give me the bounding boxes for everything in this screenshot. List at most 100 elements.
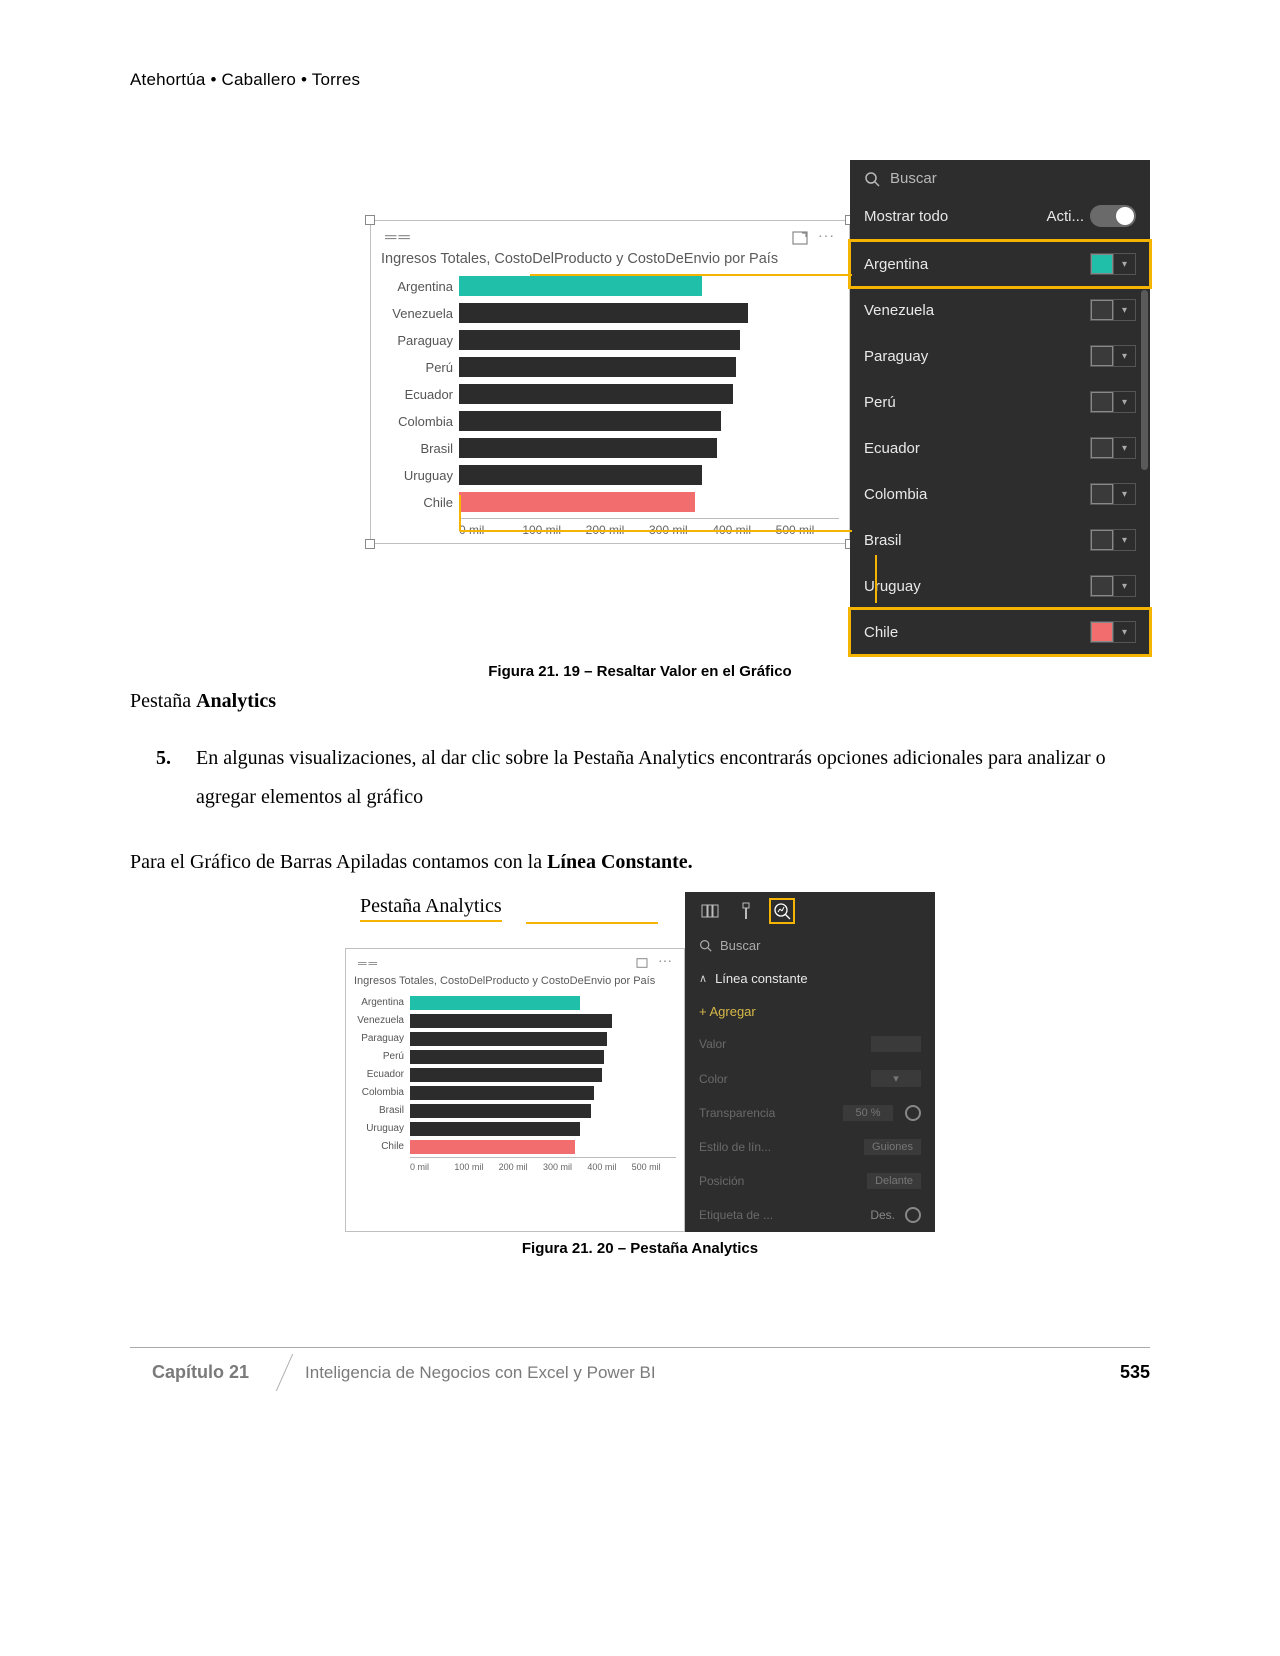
bar-paraguay: Paraguay — [381, 329, 839, 351]
toggle-off-icon[interactable] — [905, 1207, 921, 1223]
bar-fill — [410, 1032, 607, 1046]
panel-scrollbar[interactable] — [1141, 290, 1148, 470]
bar-label: Perú — [381, 360, 459, 375]
color-dropdown[interactable]: ▾ — [1090, 345, 1136, 367]
bar-label: Argentina — [354, 997, 410, 1008]
more-options-icon[interactable]: ··· — [658, 955, 672, 971]
chevron-down-icon: ▾ — [1113, 392, 1135, 412]
bar-ecuador: Ecuador — [354, 1067, 676, 1082]
analytics-option-row: Posición Delante — [685, 1164, 935, 1198]
bar-label: Chile — [354, 1141, 410, 1152]
search-placeholder: Buscar — [720, 938, 760, 953]
figure-21-19: ══ ··· Ingresos Totales, CostoDelProduct… — [130, 160, 1150, 655]
option-value[interactable] — [871, 1036, 921, 1052]
bar-argentina: Argentina — [381, 275, 839, 297]
color-dropdown[interactable]: ▾ — [1090, 299, 1136, 321]
color-dropdown[interactable]: ▾ — [1090, 621, 1136, 643]
bar-label: Paraguay — [354, 1033, 410, 1044]
panel-search[interactable]: Buscar — [685, 930, 935, 961]
color-dropdown[interactable]: ▾ — [1090, 575, 1136, 597]
section-heading-analytics: Pestaña Analytics — [130, 690, 1150, 713]
color-row-brasil: Brasil ▾ — [850, 517, 1150, 563]
format-tab-icon[interactable] — [735, 900, 757, 922]
bar-label: Venezuela — [381, 306, 459, 321]
option-value[interactable]: Guiones — [864, 1139, 921, 1155]
color-swatch — [1091, 622, 1113, 642]
color-dropdown[interactable]: ▾ — [1090, 253, 1136, 275]
search-icon — [699, 939, 712, 952]
bar-fill — [410, 1140, 575, 1154]
color-dropdown[interactable]: ▾ — [1090, 391, 1136, 413]
bar-fill — [459, 330, 740, 350]
bar-label: Uruguay — [354, 1123, 410, 1134]
analytics-option-row: Etiqueta de ...Des. — [685, 1198, 935, 1232]
slider-handle-icon[interactable] — [905, 1105, 921, 1121]
focus-mode-icon[interactable] — [792, 231, 808, 245]
bar-label: Ecuador — [354, 1069, 410, 1080]
bar-label: Argentina — [381, 279, 459, 294]
country-label: Argentina — [864, 256, 928, 273]
color-dropdown[interactable]: ▾ — [1090, 483, 1136, 505]
analytics-option-row: Estilo de lín...Guiones — [685, 1130, 935, 1164]
bar-fill — [459, 357, 736, 377]
bar-chile: Chile — [354, 1139, 676, 1154]
analytics-option-row: Valor — [685, 1027, 935, 1061]
footer-chapter: Capítulo 21 — [130, 1348, 271, 1397]
add-constant-line-button[interactable]: + Agregar — [685, 996, 935, 1027]
option-label: Color — [699, 1072, 728, 1086]
step-5: 5. En algunas visualizaciones, al dar cl… — [156, 739, 1150, 817]
bar-fill — [459, 411, 721, 431]
linea-constante-section[interactable]: ∧ Línea constante — [685, 961, 935, 996]
option-value[interactable]: Delante — [867, 1173, 921, 1189]
figure-caption-21-20: Figura 21. 20 – Pestaña Analytics — [130, 1240, 1150, 1257]
bar-colombia: Colombia — [354, 1085, 676, 1100]
color-row-perú: Perú▾ — [850, 379, 1150, 425]
color-dropdown[interactable]: ▾ — [1090, 437, 1136, 459]
color-row-venezuela: Venezuela▾ — [850, 287, 1150, 333]
color-dropdown[interactable]: ▾ — [1090, 529, 1136, 551]
analytics-tab-icon[interactable] — [771, 900, 793, 922]
chevron-down-icon: ▾ — [1113, 254, 1135, 274]
bar-fill — [410, 1122, 580, 1136]
panel-search[interactable]: Buscar — [850, 160, 1150, 197]
chevron-down-icon: ▾ — [1113, 346, 1135, 366]
fields-tab-icon[interactable] — [699, 900, 721, 922]
annotation-connector — [526, 922, 658, 924]
option-value[interactable]: 50 % — [843, 1105, 893, 1121]
chart-ingresos-por-pais-small: ══ ··· Ingresos Totales, CostoDelProduct… — [345, 948, 685, 1232]
x-tick: 500 mil — [632, 1162, 676, 1172]
drag-handle-icon[interactable]: ══ — [385, 229, 412, 247]
option-label: Posición — [699, 1174, 744, 1188]
chevron-down-icon: ▾ — [1113, 300, 1135, 320]
x-tick: 400 mil — [587, 1162, 631, 1172]
analytics-panel: Buscar ∧ Línea constante + Agregar Valor… — [685, 892, 935, 1232]
bar-fill — [459, 276, 702, 296]
bar-fill — [410, 996, 580, 1010]
focus-mode-icon[interactable] — [636, 958, 648, 968]
connector-line — [530, 274, 852, 276]
more-options-icon[interactable]: ··· — [818, 230, 835, 246]
show-all-toggle[interactable] — [1090, 205, 1136, 227]
footer-book-title: Inteligencia de Negocios con Excel y Pow… — [271, 1349, 1120, 1397]
bar-label: Ecuador — [381, 387, 459, 402]
drag-handle-icon[interactable]: ══ — [358, 956, 379, 971]
bar-ecuador: Ecuador — [381, 383, 839, 405]
color-row-argentina: Argentina ▾ — [850, 241, 1150, 287]
option-value[interactable]: ▾ — [871, 1070, 921, 1087]
color-row-chile: Chile▾ — [850, 609, 1150, 655]
chart-ingresos-por-pais: ══ ··· Ingresos Totales, CostoDelProduct… — [370, 220, 850, 544]
panel-tabs — [685, 892, 935, 930]
analytics-option-row: Color ▾ — [685, 1061, 935, 1096]
search-placeholder: Buscar — [890, 170, 937, 187]
bar-fill — [410, 1050, 604, 1064]
bar-fill — [459, 384, 733, 404]
country-label: Brasil — [864, 532, 902, 549]
bar-label: Colombia — [354, 1087, 410, 1098]
option-label: Transparencia — [699, 1106, 775, 1120]
chart-x-axis: 0 mil100 mil200 mil300 mil400 mil500 mil — [459, 518, 839, 537]
color-swatch — [1091, 576, 1113, 596]
format-panel-data-colors: Buscar Mostrar todo Acti... Argentina▾Ve… — [850, 160, 1150, 655]
color-swatch — [1091, 392, 1113, 412]
step-text: En algunas visualizaciones, al dar clic … — [196, 739, 1150, 817]
connector-line — [460, 530, 852, 532]
